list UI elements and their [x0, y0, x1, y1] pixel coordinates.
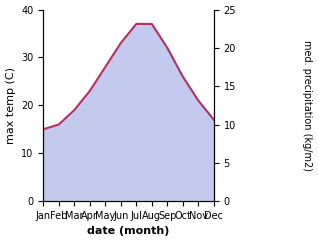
X-axis label: date (month): date (month) — [87, 227, 170, 236]
Y-axis label: max temp (C): max temp (C) — [5, 67, 16, 144]
Y-axis label: med. precipitation (kg/m2): med. precipitation (kg/m2) — [302, 40, 313, 171]
